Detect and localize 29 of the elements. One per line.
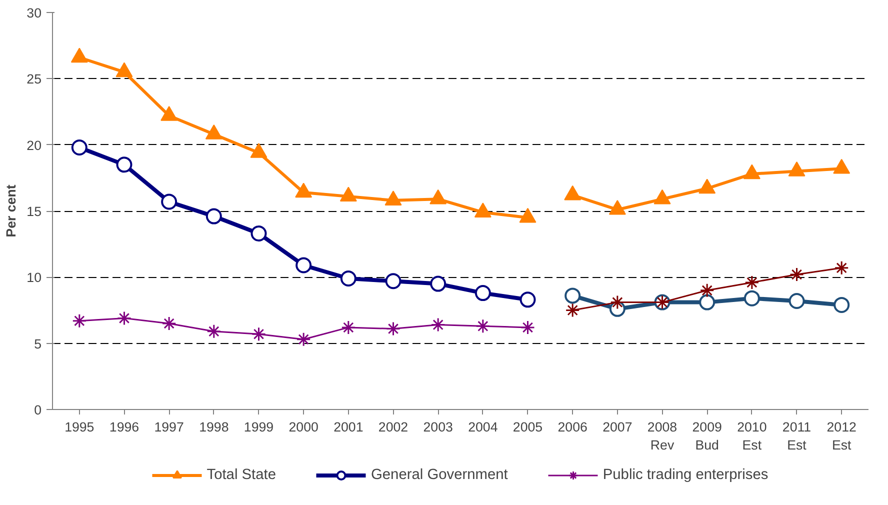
x-tick-label: 2011 Est [782, 420, 812, 452]
x-tick-label: 1997 [154, 420, 184, 434]
y-axis-title: Per cent [4, 184, 19, 238]
legend-label: Total State [206, 467, 276, 483]
y-tick-label: 15 [26, 204, 42, 219]
legend-label: Public trading enterprises [602, 467, 768, 483]
x-tick-label: 2009 Bud [692, 420, 722, 452]
x-tick-label: 2002 [378, 420, 408, 434]
x-tick-label: 2008 Rev [647, 420, 678, 452]
y-tick-label: 25 [26, 72, 42, 87]
y-tick-label: 5 [34, 336, 42, 352]
x-tick-label: 2006 [558, 420, 588, 434]
x-tick-label: 2012 Est [826, 420, 856, 452]
x-tick-label: 2001 [334, 420, 364, 434]
x-tick-label: 2007 [602, 420, 632, 434]
x-tick-label: 1996 [109, 420, 140, 434]
y-tick-label: 10 [26, 270, 42, 286]
x-tick-label: 2004 [468, 420, 498, 434]
x-tick-label: 2005 [512, 420, 543, 434]
y-tick-label: 30 [26, 6, 42, 20]
x-tick-label: 1998 [199, 420, 229, 434]
x-tick-label: 2000 [288, 420, 318, 434]
y-tick-label: 0 [34, 402, 42, 418]
x-tick-label: 1995 [64, 420, 94, 434]
x-tick-label: 2010 Est [737, 420, 767, 452]
legend-label: General Government [371, 467, 508, 483]
x-tick-label: 1999 [244, 420, 274, 434]
x-tick-label: 2003 [423, 420, 453, 434]
y-tick-label: 20 [26, 138, 42, 153]
